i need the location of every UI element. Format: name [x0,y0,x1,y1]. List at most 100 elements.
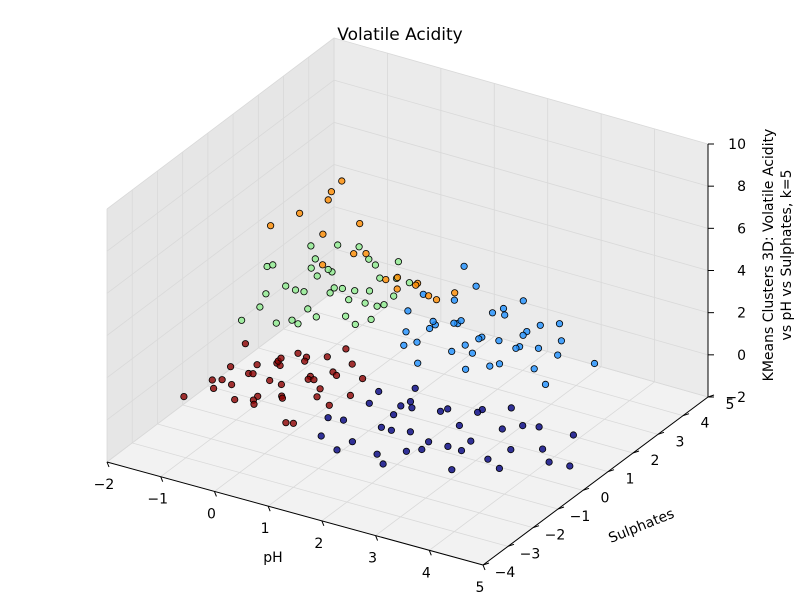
data-point-cluster-0 [282,419,290,427]
data-point-cluster-1 [507,445,515,454]
y-tick-label: −1 [570,509,591,525]
data-point-cluster-2 [486,362,494,370]
data-point-cluster-2 [519,331,527,339]
data-point-cluster-1 [467,437,475,445]
data-point-cluster-1 [333,446,341,454]
x-tick-mark [482,564,486,571]
data-point-cluster-1 [538,445,547,453]
data-point-cluster-2 [400,341,408,349]
data-point-cluster-2 [554,351,562,359]
data-point-cluster-4 [412,281,420,289]
grid-line-z [106,79,709,252]
data-point-cluster-0 [250,400,258,408]
grid-line-z [106,37,709,210]
data-point-cluster-1 [365,399,373,407]
data-point-cluster-2 [512,344,520,352]
data-point-cluster-3 [272,319,280,327]
data-point-cluster-4 [424,292,433,300]
data-point-cluster-2 [429,317,437,325]
data-point-cluster-0 [294,349,302,357]
x-tick-mark [321,520,325,527]
axis-panes [107,38,708,565]
data-point-cluster-3 [307,242,315,250]
z-tick-label: 2 [737,306,746,322]
data-point-cluster-1 [495,464,503,472]
data-point-cluster-3 [294,320,302,328]
data-point-cluster-0 [323,353,331,361]
data-point-cluster-0 [342,345,350,353]
data-point-cluster-1 [448,466,456,474]
data-point-cluster-2 [499,304,508,313]
x-tick-mark [428,550,432,556]
y-tick-mark [532,525,540,529]
data-point-cluster-1 [455,421,463,430]
data-point-cluster-2 [495,360,504,368]
z-tick-label: 10 [728,137,746,153]
data-point-cluster-1 [373,450,381,458]
data-point-cluster-3 [367,315,375,323]
x-tick-label: 5 [476,580,485,596]
data-point-cluster-3 [365,255,373,263]
data-point-cluster-1 [507,404,515,412]
data-point-cluster-1 [436,407,445,415]
y-tick-label: −2 [545,528,566,544]
floor-pane [107,291,708,565]
data-point-cluster-2 [519,297,527,305]
data-point-cluster-3 [312,313,320,321]
data-point-cluster-1 [473,408,482,416]
x-tick-label: −1 [147,492,168,508]
data-point-cluster-4 [295,209,304,217]
data-point-cluster-0 [278,394,286,402]
data-point-cluster-0 [266,376,274,385]
data-point-cluster-1 [566,462,574,470]
z-axis-label-line1: KMeans Clusters 3D: Volatile Acidity [761,129,777,382]
x-tick-label: 2 [314,536,323,552]
z-tick-label: −2 [725,390,746,406]
grid-line-z [106,206,709,378]
data-point-cluster-2 [461,365,470,373]
x-tick-label: 0 [207,506,216,522]
data-point-cluster-3 [345,296,353,304]
data-point-cluster-0 [231,395,239,404]
data-point-cluster-3 [291,286,300,294]
data-point-cluster-3 [338,284,346,293]
data-point-cluster-2 [450,319,458,327]
data-point-cluster-3 [330,284,338,292]
x-tick-label: −2 [94,477,115,493]
y-tick-mark [507,543,515,547]
grid-line-z [106,164,709,336]
data-point-cluster-1 [406,428,414,436]
data-point-cluster-0 [241,340,249,348]
data-point-cluster-2 [461,341,469,349]
data-point-cluster-3 [334,241,342,249]
data-point-cluster-3 [355,243,363,251]
data-point-cluster-3 [351,320,359,328]
y-tick-mark [482,562,490,566]
data-point-cluster-1 [569,431,578,439]
chart-title: Volatile Acidity [337,25,462,45]
data-point-cluster-4 [327,188,335,196]
data-point-cluster-3 [405,279,413,287]
data-point-cluster-2 [557,337,566,345]
data-point-cluster-3 [304,305,312,313]
data-point-cluster-1 [519,421,527,430]
data-point-cluster-3 [380,301,388,309]
data-point-cluster-0 [277,380,285,389]
x-tick-mark [375,535,379,541]
data-point-cluster-4 [350,250,358,258]
data-point-cluster-3 [324,265,332,274]
data-point-cluster-3 [373,302,381,310]
data-point-cluster-4 [393,273,402,281]
data-point-cluster-0 [346,391,354,399]
data-point-cluster-0 [253,361,261,369]
data-point-cluster-1 [418,445,426,454]
data-point-cluster-1 [545,458,553,466]
data-point-cluster-2 [402,328,410,336]
data-point-cluster-1 [324,414,332,422]
data-point-cluster-2 [472,282,480,290]
data-point-cluster-2 [536,321,544,329]
data-point-cluster-2 [457,317,465,325]
data-point-cluster-0 [218,376,226,384]
data-point-cluster-3 [282,282,290,290]
